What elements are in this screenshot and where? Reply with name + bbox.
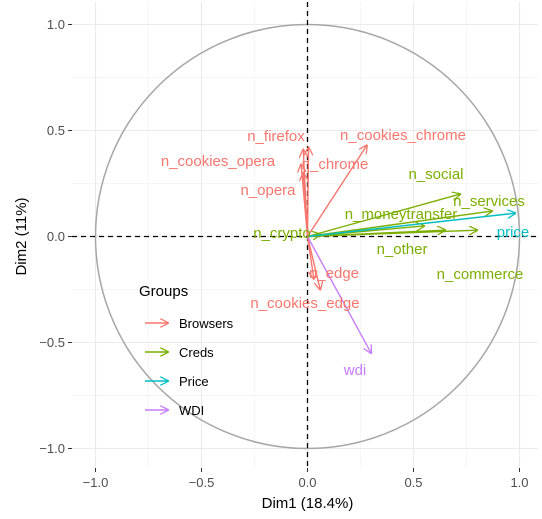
arrow-n-chrome [308, 147, 309, 237]
y-axis-ticks: 1.0 0.5 0.0 −0.5 −1.0 [39, 17, 72, 456]
legend-label-browsers: Browsers [179, 316, 234, 331]
legend-item-browsers: Browsers [145, 316, 234, 331]
y-tick-label-3: −0.5 [39, 335, 65, 350]
legend-title: Groups [139, 283, 188, 300]
x-tick-label-2: 0.0 [298, 475, 316, 490]
y-tick-label-0: 1.0 [47, 17, 65, 32]
arrow-n-commerce [307, 230, 478, 238]
legend: Groups Browsers Creds Price WDI [139, 283, 234, 418]
variable-labels: n_firefox n_cookies_chrome n_cookies_opera… [161, 127, 529, 379]
label-n-cookies-chrome: n_cookies_chrome [340, 127, 466, 144]
y-tick-label-1: 0.5 [47, 123, 65, 138]
label-n-cookies-edge: n_cookies_edge [250, 295, 359, 312]
arrow-n-social [307, 194, 461, 238]
label-n-crypto: n_crypto [253, 225, 311, 242]
arrow-n-opera [303, 173, 307, 237]
x-tick-label-4: 1.0 [510, 475, 528, 490]
label-n-cookies-opera: n_cookies_opera [161, 153, 276, 170]
x-tick-label-0: −1.0 [83, 475, 109, 490]
y-axis-title: Dim2 (11%) [13, 197, 30, 275]
label-wdi: wdi [343, 362, 367, 379]
arrow-n-cookies-edge [306, 236, 321, 290]
label-n-other: n_other [377, 241, 428, 258]
x-tick-label-1: −0.5 [189, 475, 215, 490]
x-tick-label-3: 0.5 [404, 475, 422, 490]
label-n-social: n_social [408, 166, 463, 183]
legend-label-creds: Creds [179, 345, 214, 360]
arrow-n-services [307, 211, 492, 238]
legend-label-price: Price [179, 374, 209, 389]
y-tick-label-4: −1.0 [39, 441, 65, 456]
label-n-opera: n_opera [240, 182, 296, 199]
legend-item-wdi: WDI [145, 403, 204, 418]
variable-arrows [301, 145, 515, 353]
x-axis-ticks: −1.0 −0.5 0.0 0.5 1.0 [83, 468, 529, 490]
y-tick-label-2: 0.0 [47, 229, 65, 244]
label-n-services: n_services [453, 193, 525, 210]
label-price: price [497, 224, 530, 241]
label-n-chrome: n_chrome [302, 156, 369, 173]
legend-item-creds: Creds [145, 345, 214, 360]
legend-label-wdi: WDI [179, 403, 204, 418]
arrow-n-cookies-chrome [306, 145, 367, 237]
arrow-price [307, 213, 516, 238]
legend-item-price: Price [145, 374, 209, 389]
label-n-moneytransfer: n_moneytransfer [345, 206, 458, 223]
label-n-edge: n_edge [309, 265, 359, 282]
x-axis-title: Dim1 (18.4%) [262, 495, 354, 512]
label-n-firefox: n_firefox [247, 128, 305, 145]
arrow-wdi [306, 236, 372, 354]
label-n-commerce: n_commerce [437, 266, 524, 283]
